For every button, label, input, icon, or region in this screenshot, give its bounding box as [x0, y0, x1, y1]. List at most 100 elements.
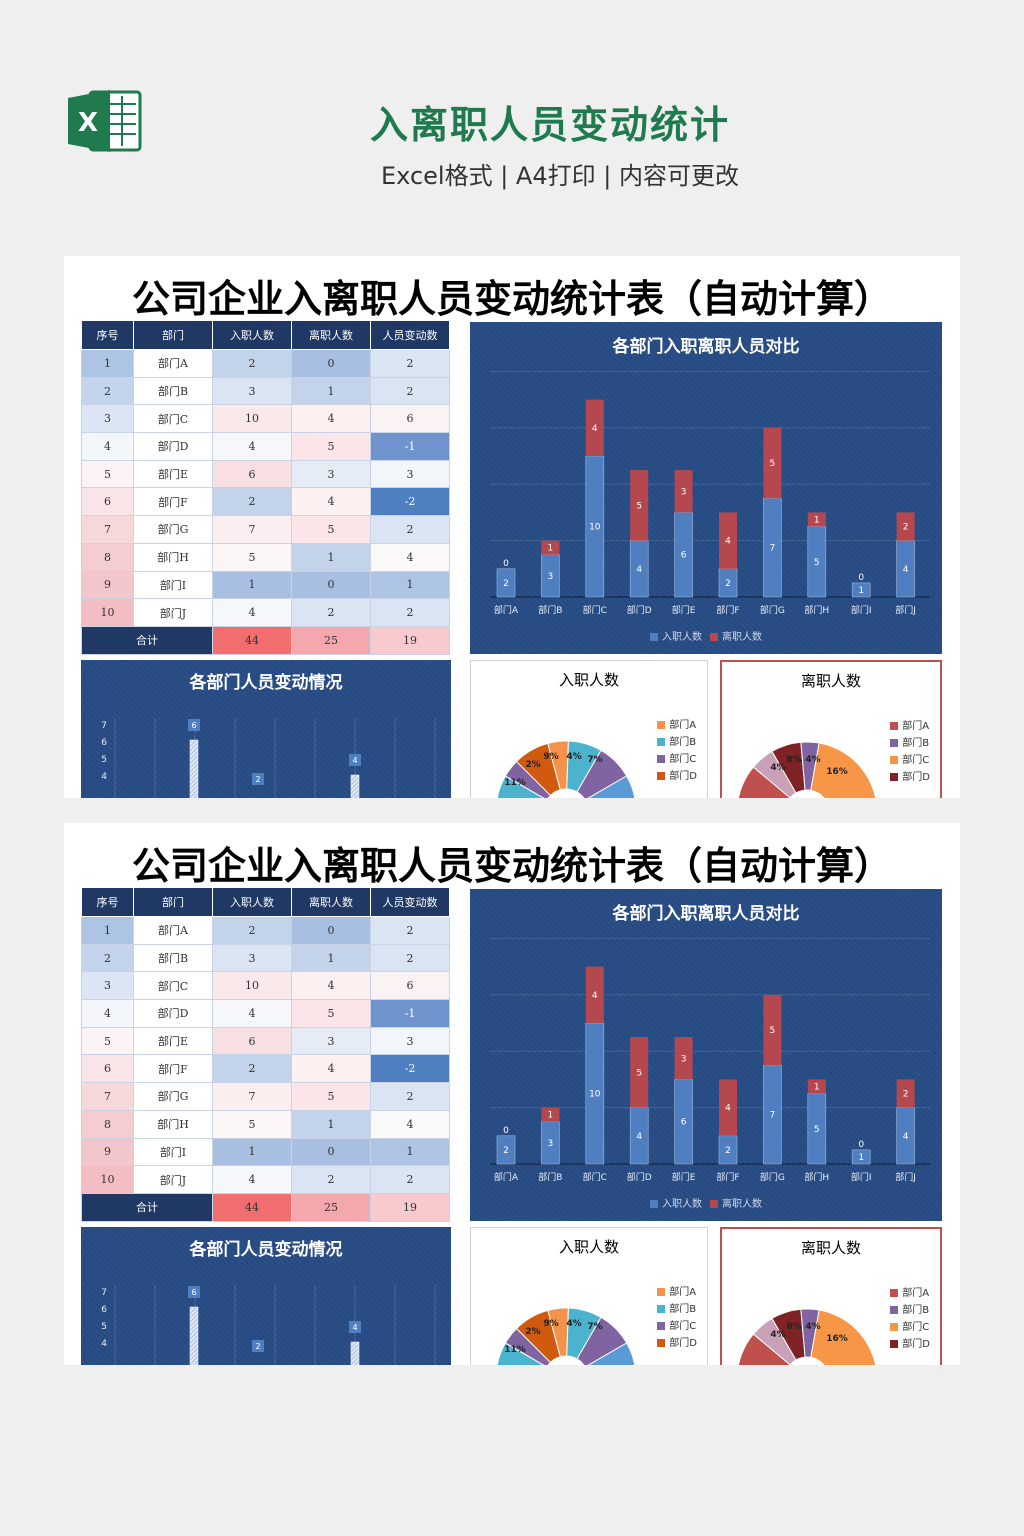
total-hire[interactable]: 44: [212, 1192, 292, 1222]
table-cell[interactable]: 部门B: [133, 943, 213, 973]
table-cell[interactable]: 4: [212, 598, 292, 627]
table-cell[interactable]: 部门G: [133, 515, 213, 544]
table-cell[interactable]: 3: [81, 404, 134, 434]
total-hire[interactable]: 44: [212, 625, 292, 655]
table-cell[interactable]: 3: [291, 1026, 371, 1056]
table-cell[interactable]: 0: [291, 570, 371, 600]
table-cell[interactable]: 3: [370, 459, 450, 489]
table-cell[interactable]: 7: [212, 515, 292, 544]
table-cell[interactable]: 2: [212, 349, 292, 378]
table-cell[interactable]: 部门J: [133, 598, 213, 627]
table-cell[interactable]: 7: [212, 1082, 292, 1111]
table-cell[interactable]: 部门J: [133, 1165, 213, 1194]
table-cell[interactable]: -2: [370, 487, 450, 517]
table-cell[interactable]: 5: [212, 1109, 292, 1139]
total-leave[interactable]: 25: [291, 625, 371, 655]
table-cell[interactable]: 10: [81, 598, 134, 627]
table-cell[interactable]: 3: [370, 1026, 450, 1056]
total-change[interactable]: 19: [370, 1192, 450, 1222]
table-cell[interactable]: 4: [81, 432, 134, 461]
table-cell[interactable]: 7: [81, 515, 134, 544]
table-cell[interactable]: 部门D: [133, 432, 213, 461]
table-cell[interactable]: 5: [291, 515, 371, 544]
table-cell[interactable]: 部门E: [133, 1026, 213, 1056]
table-cell[interactable]: 2: [291, 598, 371, 627]
table-cell[interactable]: 6: [212, 459, 292, 489]
table-cell[interactable]: 4: [291, 487, 371, 517]
table-cell[interactable]: 3: [291, 459, 371, 489]
table-cell[interactable]: 1: [212, 1137, 292, 1167]
table-cell[interactable]: 部门B: [133, 376, 213, 406]
table-cell[interactable]: 部门D: [133, 999, 213, 1028]
table-cell[interactable]: 4: [370, 542, 450, 572]
table-cell[interactable]: 2: [370, 1082, 450, 1111]
table-cell[interactable]: 1: [370, 570, 450, 600]
table-cell[interactable]: 4: [212, 999, 292, 1028]
table-cell[interactable]: 7: [81, 1082, 134, 1111]
table-cell[interactable]: 8: [81, 1109, 134, 1139]
table-cell[interactable]: 0: [291, 916, 371, 945]
table-cell[interactable]: 2: [370, 515, 450, 544]
table-cell[interactable]: 2: [81, 376, 134, 406]
table-cell[interactable]: 5: [291, 432, 371, 461]
table-cell[interactable]: 0: [291, 349, 371, 378]
table-cell[interactable]: 1: [370, 1137, 450, 1167]
total-leave[interactable]: 25: [291, 1192, 371, 1222]
table-cell[interactable]: 部门I: [133, 570, 213, 600]
table-cell[interactable]: 10: [81, 1165, 134, 1194]
table-cell[interactable]: 1: [291, 943, 371, 973]
table-cell[interactable]: 10: [212, 971, 292, 1001]
table-cell[interactable]: 2: [212, 916, 292, 945]
table-cell[interactable]: 9: [81, 1137, 134, 1167]
table-cell[interactable]: 6: [81, 487, 134, 517]
table-cell[interactable]: 2: [370, 943, 450, 973]
table-cell[interactable]: 3: [212, 376, 292, 406]
table-cell[interactable]: 6: [370, 971, 450, 1001]
table-cell[interactable]: 1: [291, 542, 371, 572]
table-cell[interactable]: 2: [212, 1054, 292, 1084]
table-cell[interactable]: 部门G: [133, 1082, 213, 1111]
table-cell[interactable]: 2: [370, 916, 450, 945]
table-cell[interactable]: 2: [81, 943, 134, 973]
table-cell[interactable]: 4: [212, 432, 292, 461]
table-cell[interactable]: 4: [81, 999, 134, 1028]
table-cell[interactable]: 5: [291, 999, 371, 1028]
table-cell[interactable]: 10: [212, 404, 292, 434]
table-cell[interactable]: 2: [212, 487, 292, 517]
table-cell[interactable]: 1: [81, 916, 134, 945]
table-cell[interactable]: 部门H: [133, 1109, 213, 1139]
table-cell[interactable]: 1: [81, 349, 134, 378]
table-cell[interactable]: 部门F: [133, 1054, 213, 1084]
table-cell[interactable]: 部门C: [133, 404, 213, 434]
table-cell[interactable]: 6: [81, 1054, 134, 1084]
table-cell[interactable]: 5: [291, 1082, 371, 1111]
table-cell[interactable]: 4: [212, 1165, 292, 1194]
table-cell[interactable]: 2: [370, 1165, 450, 1194]
table-cell[interactable]: 4: [291, 404, 371, 434]
table-cell[interactable]: -1: [370, 432, 450, 461]
table-cell[interactable]: 2: [291, 1165, 371, 1194]
table-cell[interactable]: 3: [212, 943, 292, 973]
table-cell[interactable]: 8: [81, 542, 134, 572]
table-cell[interactable]: -2: [370, 1054, 450, 1084]
total-change[interactable]: 19: [370, 625, 450, 655]
table-cell[interactable]: 1: [291, 1109, 371, 1139]
table-cell[interactable]: 0: [291, 1137, 371, 1167]
table-cell[interactable]: 部门E: [133, 459, 213, 489]
table-cell[interactable]: 部门H: [133, 542, 213, 572]
table-cell[interactable]: 6: [370, 404, 450, 434]
table-cell[interactable]: 4: [291, 971, 371, 1001]
table-cell[interactable]: 部门A: [133, 349, 213, 378]
table-cell[interactable]: 2: [370, 376, 450, 406]
table-cell[interactable]: 2: [370, 349, 450, 378]
table-cell[interactable]: 6: [212, 1026, 292, 1056]
table-cell[interactable]: 4: [370, 1109, 450, 1139]
table-cell[interactable]: 4: [291, 1054, 371, 1084]
table-cell[interactable]: 1: [212, 570, 292, 600]
table-cell[interactable]: 5: [81, 459, 134, 489]
table-cell[interactable]: 部门F: [133, 487, 213, 517]
table-cell[interactable]: 部门I: [133, 1137, 213, 1167]
table-cell[interactable]: 5: [212, 542, 292, 572]
table-cell[interactable]: 部门A: [133, 916, 213, 945]
table-cell[interactable]: 2: [370, 598, 450, 627]
